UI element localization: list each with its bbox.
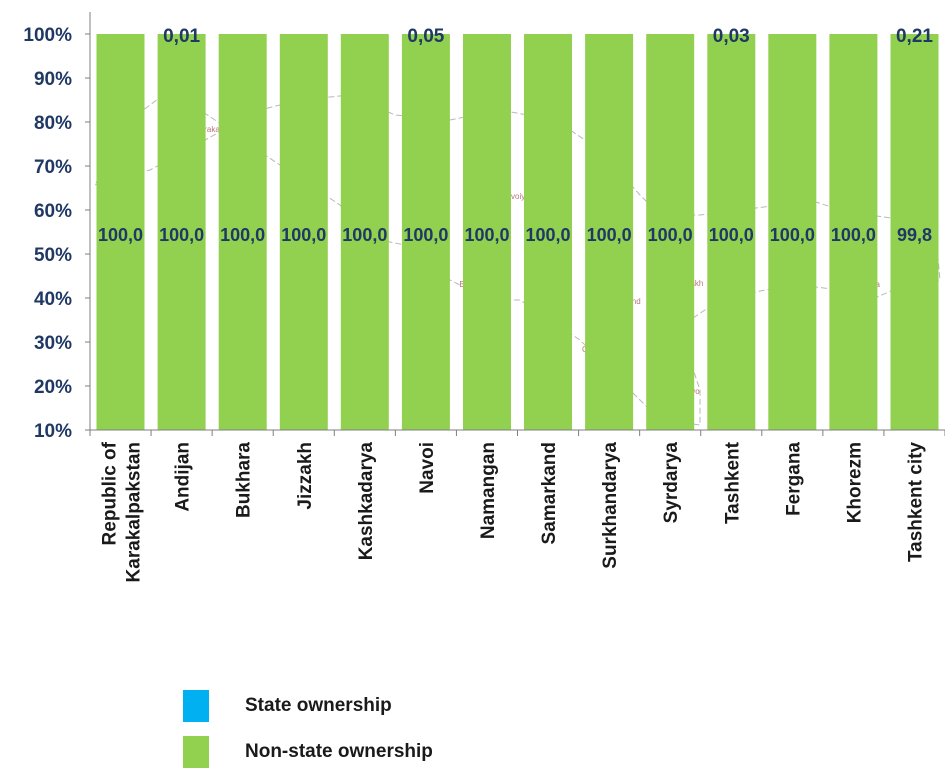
category-label: Surkhandarya [600,442,621,569]
data-label-non-state: 100,0 [587,225,632,245]
y-tick-label: 70% [34,157,72,178]
category-label: Tashkent [722,441,743,524]
category-label: Kashkadarya [356,442,377,561]
legend-swatch-non-state [183,736,209,768]
bar-non-state [768,34,817,430]
legend: State ownership Non-state ownership [183,690,433,782]
data-label-non-state: 100,0 [220,225,265,245]
data-label-state: 0,05 [407,26,444,47]
data-label-non-state: 100,0 [526,225,571,245]
data-label-state: 0,03 [713,26,750,47]
y-tick-label: 90% [34,69,72,90]
data-label-state: 0,21 [896,26,933,47]
bar-non-state [96,34,145,430]
legend-label-state: State ownership [245,695,392,716]
data-label-non-state: 100,0 [831,225,876,245]
category-label: Republic of Karakalpakstan [100,441,145,582]
data-label-non-state: 100,0 [159,225,204,245]
map-label: Navoiy [501,192,525,201]
legend-item-non-state: Non-state ownership [183,736,433,768]
data-label-non-state: 100,0 [648,225,693,245]
category-label-line: Republic of [100,441,121,545]
bar-non-state [829,34,878,430]
bar-non-state [524,34,572,430]
data-label-non-state: 100,0 [342,225,387,245]
category-label-line: Syrdarya [661,442,682,524]
data-label-non-state: 100,0 [403,225,448,245]
category-label-line: Kashkadarya [356,442,377,561]
category-label-line: Jizzakh [295,442,316,510]
category-label: Bukhara [234,442,255,518]
y-tick-label: 80% [34,113,72,134]
y-tick-label: 30% [34,333,72,354]
y-tick-label: 40% [34,289,72,310]
category-label: Andijan [173,442,194,512]
data-label-state: 0,01 [163,26,200,47]
data-label-non-state: 100,0 [98,225,143,245]
bar-non-state [157,34,206,430]
y-tick-label: 50% [34,245,72,266]
category-label: Namangan [478,442,499,539]
data-label-non-state: 100,0 [281,225,326,245]
category-label-line: Tashkent city [906,442,927,562]
legend-swatch-state [183,690,209,722]
bar-non-state [401,34,450,430]
bar-non-state [890,34,939,430]
category-label-line: Andijan [173,442,194,512]
category-label-line: Khorezm [844,442,865,523]
category-label-line: Tashkent [722,441,743,524]
category-label-line: Samarkand [539,442,560,544]
bar-non-state [218,34,267,430]
data-label-non-state: 100,0 [770,225,815,245]
y-tick-label: 10% [34,421,72,442]
category-label: Tashkent city [906,442,927,562]
y-tick-label: 100% [23,25,72,46]
bar-non-state [279,34,328,430]
category-label-line: Fergana [783,442,804,516]
category-label: Syrdarya [661,442,682,524]
category-label: Fergana [783,442,804,516]
category-label-line: Surkhandarya [600,442,621,569]
legend-label-non-state: Non-state ownership [245,741,433,762]
data-label-non-state: 99,8 [897,225,932,245]
category-label-line: Navoi [417,442,438,494]
category-label: Jizzakh [295,442,316,510]
bar-non-state [585,34,634,430]
category-label-line: Karakalpakstan [124,442,145,582]
category-label-line: Namangan [478,442,499,539]
legend-item-state: State ownership [183,690,433,722]
data-label-non-state: 100,0 [464,225,509,245]
bar-non-state [463,34,511,430]
y-tick-label: 20% [34,377,72,398]
bar-non-state [707,34,756,430]
category-label: Navoi [417,442,438,494]
category-label: Samarkand [539,442,560,544]
category-label: Khorezm [844,442,865,523]
bar-non-state [340,34,389,430]
category-label-line: Bukhara [234,442,255,518]
data-label-non-state: 100,0 [709,225,754,245]
y-tick-label: 60% [34,201,72,222]
bars [96,34,939,430]
bar-non-state [646,34,695,430]
